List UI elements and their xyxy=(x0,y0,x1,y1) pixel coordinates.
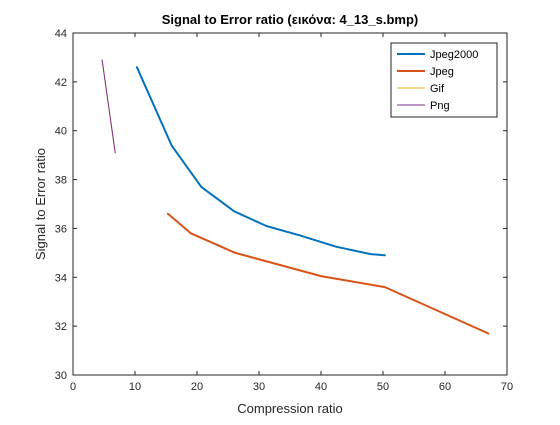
y-axis-label: Signal to Error ratio xyxy=(33,148,48,260)
y-tick-label: 38 xyxy=(55,175,67,187)
x-axis-label: Compression ratio xyxy=(237,401,343,416)
x-tick-label: 10 xyxy=(129,381,141,393)
legend-label-png: Png xyxy=(430,100,450,112)
series-line-png xyxy=(101,59,116,154)
series-line-jpeg xyxy=(166,212,490,335)
legend: Jpeg2000 Jpeg Gif Png xyxy=(390,42,498,118)
legend-label-jpeg: Jpeg xyxy=(430,66,454,78)
legend-label-gif: Gif xyxy=(430,83,445,95)
y-tick-label: 44 xyxy=(55,28,67,40)
series-line-jpeg2000 xyxy=(135,66,386,257)
chart-title: Signal to Error ratio (εικόνα: 4_13_s.bm… xyxy=(162,12,418,27)
y-tick-label: 34 xyxy=(55,272,67,284)
y-tick-label: 32 xyxy=(55,321,67,333)
x-tick-label: 50 xyxy=(377,381,389,393)
x-tick-label: 70 xyxy=(501,381,513,393)
x-tick-label: 30 xyxy=(253,381,265,393)
x-tick-label: 20 xyxy=(191,381,203,393)
y-tick-label: 36 xyxy=(55,223,67,235)
x-tick-label: 0 xyxy=(70,381,76,393)
axes-box xyxy=(72,32,508,376)
y-tick-label: 42 xyxy=(55,77,67,89)
axes-layer: 0 10 20 30 40 50 60 70 30 32 34 36 38 40 42 44 xyxy=(55,28,513,393)
y-tick-label: 30 xyxy=(55,370,67,382)
x-tick-label: 60 xyxy=(439,381,451,393)
x-tick-label: 40 xyxy=(315,381,327,393)
y-tick-label: 40 xyxy=(55,126,67,138)
legend-label-jpeg2000: Jpeg2000 xyxy=(430,49,478,61)
series-layer xyxy=(101,59,490,335)
